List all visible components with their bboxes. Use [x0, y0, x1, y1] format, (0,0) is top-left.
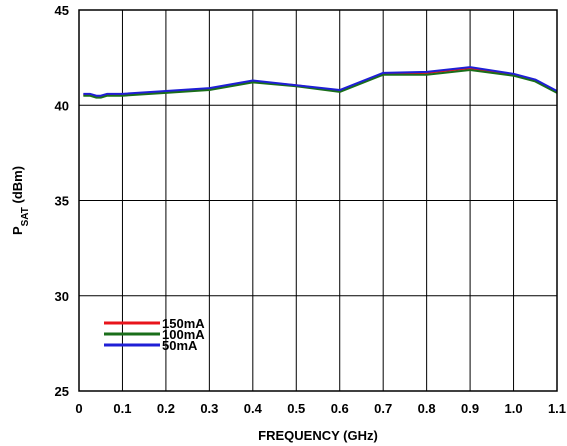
- x-tick-label: 0.9: [461, 401, 479, 416]
- y-tick-label: 40: [55, 98, 69, 113]
- y-tick-label: 35: [55, 194, 69, 209]
- legend-label-100mA: 100mA: [162, 327, 205, 342]
- x-tick-label: 0: [75, 401, 82, 416]
- legend-label-150mA: 150mA: [162, 316, 205, 331]
- x-tick-label: 0.5: [287, 401, 305, 416]
- series-lines: [83, 66, 558, 99]
- x-tick-label: 0.8: [418, 401, 436, 416]
- legend-label-50mA: 50mA: [162, 338, 198, 353]
- x-tick-label: 1.1: [548, 401, 566, 416]
- x-axis-title: FREQUENCY (GHz): [258, 428, 378, 443]
- x-tick-label: 1.0: [505, 401, 523, 416]
- x-tick-label: 0.7: [374, 401, 392, 416]
- y-axis-title-main: P: [10, 226, 25, 235]
- y-tick-label: 25: [55, 384, 69, 399]
- series-line-100mA: [83, 69, 558, 99]
- x-tick-labels: 0 0.1 0.2 0.3 0.4 0.5 0.6 0.7 0.8 0.9 1.0 1.1: [75, 401, 566, 416]
- y-axis-title-unit: (dBm): [10, 166, 25, 207]
- y-axis-title: PSAT (dBm): [10, 166, 31, 235]
- x-tick-label: 0.2: [157, 401, 175, 416]
- y-axis-title-subscript: SAT: [20, 207, 31, 226]
- y-tick-label: 30: [55, 289, 69, 304]
- series-line-50mA: [83, 66, 558, 97]
- y-tick-label: 45: [55, 3, 69, 18]
- x-tick-label: 0.3: [200, 401, 218, 416]
- y-tick-labels: 25 30 35 40 45: [55, 3, 69, 399]
- x-tick-label: 0.1: [113, 401, 131, 416]
- x-tick-label: 0.4: [244, 401, 263, 416]
- grid-lines: [79, 10, 557, 391]
- plot-frame: [78, 9, 558, 392]
- x-tick-label: 0.6: [331, 401, 349, 416]
